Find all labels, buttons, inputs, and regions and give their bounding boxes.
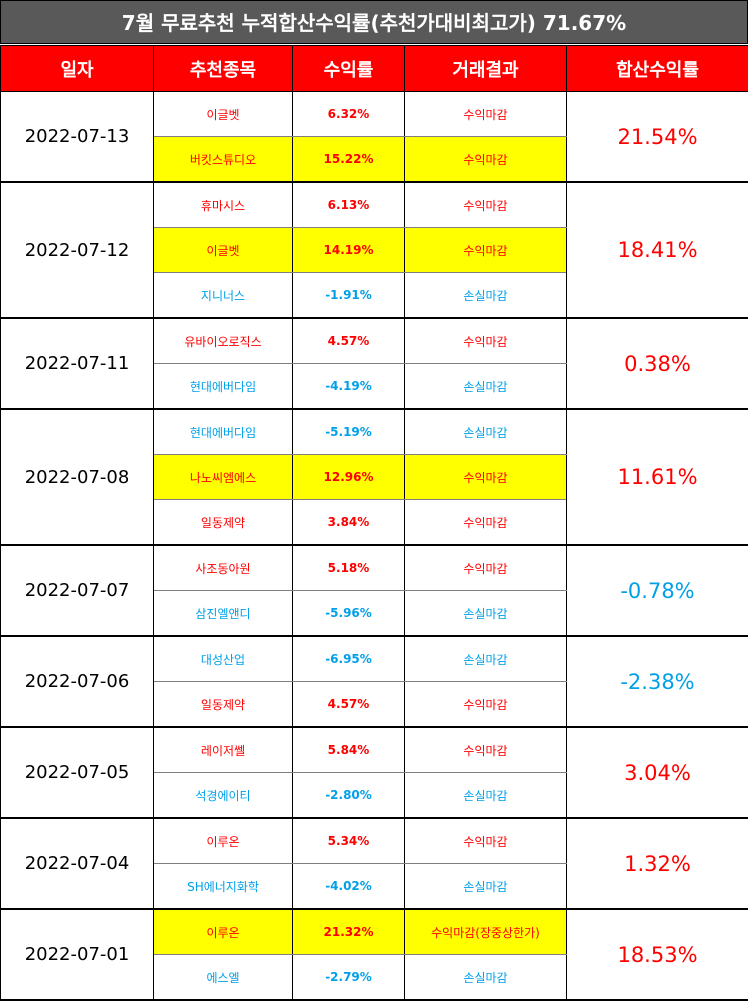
result-cell: 손실마감 bbox=[405, 591, 567, 637]
result-cell: 손실마감 bbox=[405, 773, 567, 819]
header-rate: 수익률 bbox=[293, 46, 405, 92]
date-cell: 2022-07-01 bbox=[1, 909, 154, 1000]
result-cell: 손실마감 bbox=[405, 955, 567, 1001]
total-return-cell: 3.04% bbox=[567, 727, 748, 818]
rate-cell: 5.34% bbox=[293, 818, 405, 864]
rate-cell: 4.57% bbox=[293, 682, 405, 728]
stock-cell: 에스엘 bbox=[154, 955, 293, 1001]
rate-cell: -5.19% bbox=[293, 409, 405, 455]
total-return-cell: 18.41% bbox=[567, 182, 748, 318]
rate-cell: -6.95% bbox=[293, 636, 405, 682]
stock-cell: 일동제약 bbox=[154, 500, 293, 546]
rate-cell: -2.80% bbox=[293, 773, 405, 819]
rate-cell: 5.18% bbox=[293, 545, 405, 591]
result-cell: 수익마감 bbox=[405, 182, 567, 228]
stock-cell: 나노씨엠에스 bbox=[154, 455, 293, 500]
rate-cell: 3.84% bbox=[293, 500, 405, 546]
stock-cell: 지니너스 bbox=[154, 273, 293, 319]
stock-cell: 대성산업 bbox=[154, 636, 293, 682]
stock-cell: 유바이오로직스 bbox=[154, 318, 293, 364]
result-cell: 손실마감 bbox=[405, 364, 567, 410]
table-header-row: 일자 추천종목 수익률 거래결과 합산수익률 bbox=[1, 46, 748, 92]
date-cell: 2022-07-11 bbox=[1, 318, 154, 409]
rate-cell: 6.32% bbox=[293, 92, 405, 137]
stock-cell: 일동제약 bbox=[154, 682, 293, 728]
result-cell: 수익마감 bbox=[405, 318, 567, 364]
header-result: 거래결과 bbox=[405, 46, 567, 92]
rate-cell: 4.57% bbox=[293, 318, 405, 364]
page-title: 7월 무료추천 누적합산수익률(추천가대비최고가) 71.67% bbox=[0, 0, 748, 44]
date-cell: 2022-07-06 bbox=[1, 636, 154, 727]
stock-cell: 휴마시스 bbox=[154, 182, 293, 228]
rate-cell: -4.19% bbox=[293, 364, 405, 410]
stock-cell: 삼진엘앤디 bbox=[154, 591, 293, 637]
rate-cell: 6.13% bbox=[293, 182, 405, 228]
date-cell: 2022-07-05 bbox=[1, 727, 154, 818]
header-stock: 추천종목 bbox=[154, 46, 293, 92]
rate-cell: 21.32% bbox=[293, 909, 405, 955]
date-cell: 2022-07-12 bbox=[1, 182, 154, 318]
date-cell: 2022-07-07 bbox=[1, 545, 154, 636]
result-cell: 수익마감 bbox=[405, 682, 567, 728]
total-return-cell: 0.38% bbox=[567, 318, 748, 409]
result-cell: 손실마감 bbox=[405, 864, 567, 910]
stock-cell: 사조동아원 bbox=[154, 545, 293, 591]
rate-cell: -4.02% bbox=[293, 864, 405, 910]
result-cell: 손실마감 bbox=[405, 409, 567, 455]
header-total: 합산수익률 bbox=[567, 46, 748, 92]
result-cell: 수익마감 bbox=[405, 545, 567, 591]
rate-cell: -5.96% bbox=[293, 591, 405, 637]
header-date: 일자 bbox=[1, 46, 154, 92]
total-return-cell: -0.78% bbox=[567, 545, 748, 636]
result-cell: 수익마감(장중상한가) bbox=[405, 909, 567, 955]
rate-cell: 14.19% bbox=[293, 228, 405, 273]
stock-cell: 현대에버다임 bbox=[154, 364, 293, 410]
stock-cell: 현대에버다임 bbox=[154, 409, 293, 455]
result-cell: 수익마감 bbox=[405, 137, 567, 183]
rate-cell: 15.22% bbox=[293, 137, 405, 183]
rate-cell: -1.91% bbox=[293, 273, 405, 319]
result-cell: 수익마감 bbox=[405, 818, 567, 864]
result-cell: 수익마감 bbox=[405, 500, 567, 546]
stock-cell: 버킷스튜디오 bbox=[154, 137, 293, 183]
date-cell: 2022-07-04 bbox=[1, 818, 154, 909]
stock-cell: SH에너지화학 bbox=[154, 864, 293, 910]
stock-cell: 이글벳 bbox=[154, 228, 293, 273]
rate-cell: -2.79% bbox=[293, 955, 405, 1001]
result-cell: 수익마감 bbox=[405, 228, 567, 273]
total-return-cell: 11.61% bbox=[567, 409, 748, 545]
total-return-cell: 21.54% bbox=[567, 92, 748, 183]
date-cell: 2022-07-08 bbox=[1, 409, 154, 545]
rate-cell: 5.84% bbox=[293, 727, 405, 773]
total-return-cell: 18.53% bbox=[567, 909, 748, 1000]
result-cell: 손실마감 bbox=[405, 273, 567, 319]
stock-cell: 이루온 bbox=[154, 909, 293, 955]
rate-cell: 12.96% bbox=[293, 455, 405, 500]
stock-cell: 레이저쎌 bbox=[154, 727, 293, 773]
total-return-cell: 1.32% bbox=[567, 818, 748, 909]
result-cell: 수익마감 bbox=[405, 455, 567, 500]
total-return-cell: -2.38% bbox=[567, 636, 748, 727]
result-cell: 수익마감 bbox=[405, 727, 567, 773]
date-cell: 2022-07-13 bbox=[1, 92, 154, 183]
result-cell: 손실마감 bbox=[405, 636, 567, 682]
stock-cell: 이루온 bbox=[154, 818, 293, 864]
stock-cell: 이글벳 bbox=[154, 92, 293, 137]
result-cell: 수익마감 bbox=[405, 92, 567, 137]
stock-cell: 석경에이티 bbox=[154, 773, 293, 819]
